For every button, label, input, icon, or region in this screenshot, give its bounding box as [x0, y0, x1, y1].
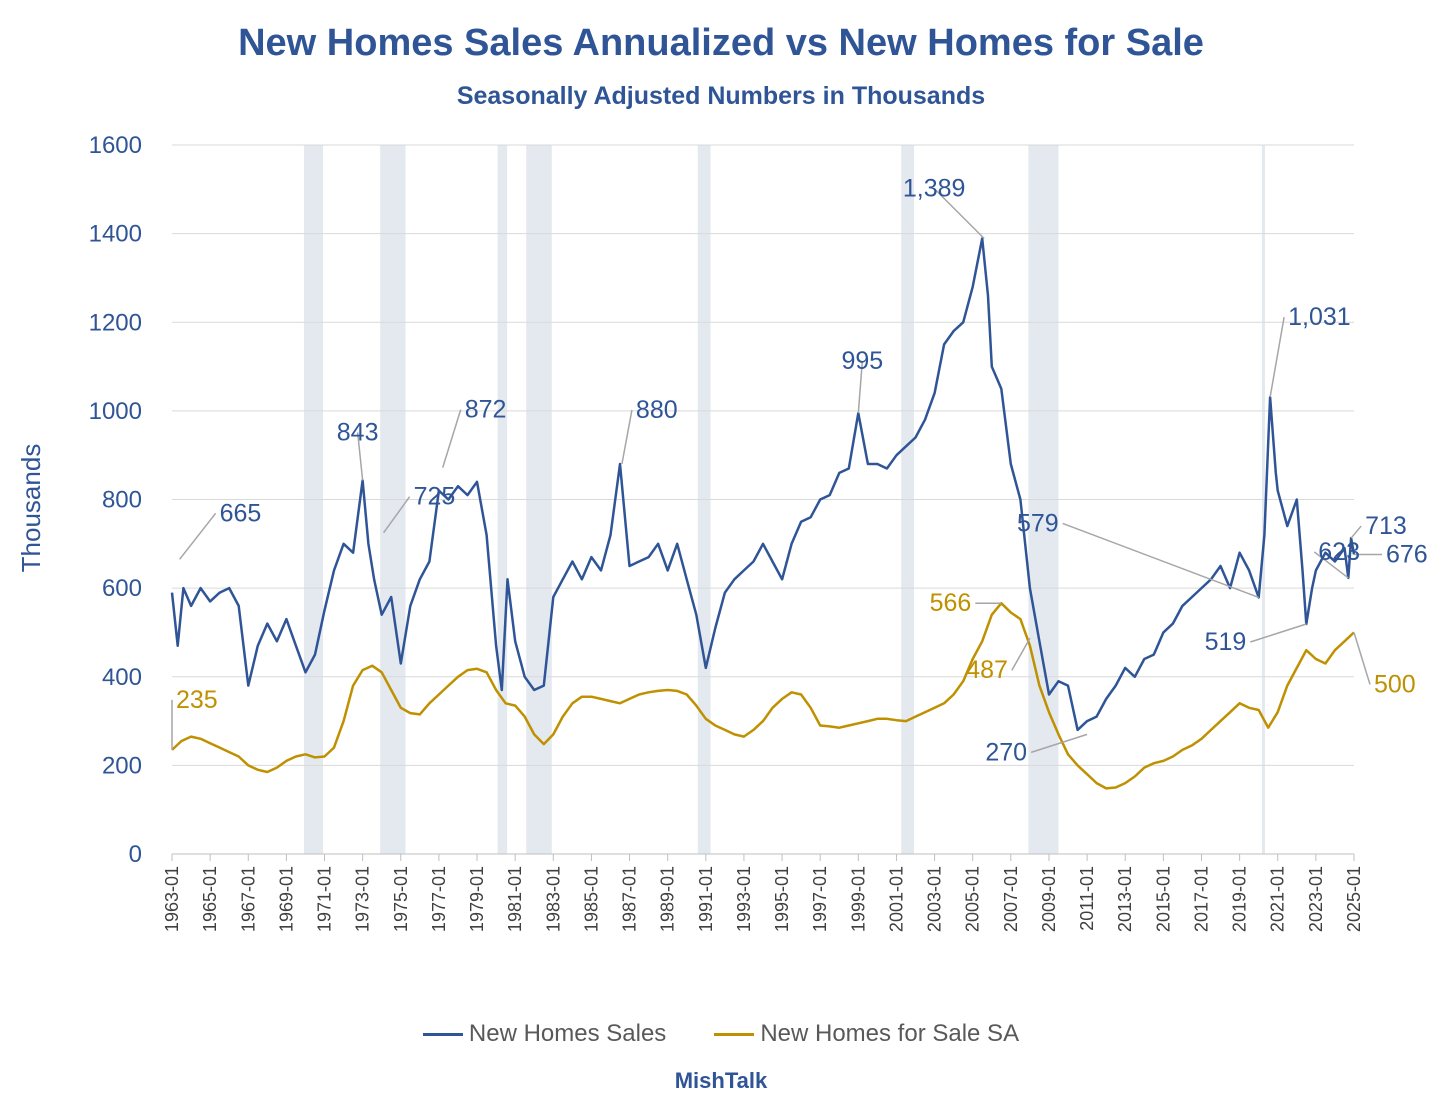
callout-label: 579: [1017, 509, 1059, 537]
x-tick-label: 1989-01: [658, 866, 678, 932]
callout-label: 623: [1318, 538, 1360, 566]
callout-label: 500: [1374, 670, 1416, 698]
callout-label: 566: [930, 589, 972, 617]
x-tick-label: 1967-01: [238, 866, 258, 932]
callout-leader-12: [1313, 551, 1349, 579]
x-tick-label: 1983-01: [543, 866, 563, 932]
callout-leader-1: [356, 432, 364, 481]
callout-leader-8: [1030, 733, 1088, 754]
y-tick-label: 400: [102, 664, 142, 691]
legend: New Homes Sales New Homes for Sale SA: [0, 1020, 1442, 1048]
y-tick-label: 0: [129, 841, 142, 868]
y-tick-label: 800: [102, 487, 142, 514]
y-tick-label: 1000: [89, 398, 142, 425]
callout-leader-4: [621, 409, 633, 465]
callout-label: 872: [465, 396, 507, 424]
x-tick-label: 1985-01: [581, 866, 601, 932]
brand-footer: MishTalk: [674, 1068, 768, 1093]
x-tick-label: 1999-01: [848, 866, 868, 932]
legend-item-inventory: New Homes for Sale SA: [714, 1020, 1019, 1048]
callout-label: 665: [220, 499, 262, 527]
callout-label: 270: [985, 738, 1027, 766]
callout-leader-10: [1350, 525, 1362, 539]
x-tick-label: 2001-01: [886, 866, 906, 932]
x-tick-label: 1977-01: [429, 866, 449, 932]
x-tick-label: 1997-01: [810, 866, 830, 932]
x-tick-label: 1975-01: [391, 866, 411, 932]
y-tick-label: 1600: [89, 132, 142, 159]
chart-subtitle: Seasonally Adjusted Numbers in Thousands: [456, 82, 986, 110]
series-line-0: [170, 237, 1356, 732]
callout-label: 519: [1205, 628, 1247, 656]
y-tick-label: 600: [102, 575, 142, 602]
x-axis: 1963-01 1965-01 1967-01 1969-01 1971-01 1973-…: [162, 854, 1364, 932]
y-tick-label: 1400: [89, 221, 142, 248]
y-tick-label: 200: [102, 752, 142, 779]
x-tick-label: 1971-01: [315, 866, 335, 932]
x-tick-label: 1991-01: [696, 866, 716, 932]
gridlines: [172, 144, 1354, 855]
callout-label: 676: [1386, 540, 1428, 568]
x-tick-label: 2015-01: [1153, 866, 1173, 932]
y-tick-label: 1200: [89, 309, 142, 336]
callout-leader-7: [1062, 522, 1259, 599]
x-tick-label: 2019-01: [1230, 866, 1250, 932]
x-tick-label: 2013-01: [1115, 866, 1135, 932]
x-tick-label: 2003-01: [925, 866, 945, 932]
x-tick-label: 1963-01: [162, 866, 182, 932]
callout-leader-13: [1250, 623, 1307, 643]
data-callouts: 665 843 725 872 880 995 1,389 579 270 1,031 713676…: [171, 174, 1428, 766]
x-tick-label: 1993-01: [734, 866, 754, 932]
y-axis: 0 200 400 600 800 1000 1200 1400 1600: [89, 132, 142, 868]
x-tick-label: 1965-01: [200, 866, 220, 932]
callout-label: 843: [337, 418, 379, 446]
callout-label: 487: [966, 656, 1008, 684]
x-tick-label: 2011-01: [1077, 866, 1097, 931]
callout-leader-9: [1269, 317, 1285, 398]
legend-label-inventory: New Homes for Sale SA: [760, 1020, 1020, 1047]
legend-item-sales: New Homes Sales: [422, 1020, 667, 1048]
x-tick-label: 2009-01: [1039, 866, 1059, 932]
x-tick-label: 1969-01: [276, 866, 296, 932]
series-line-1: [171, 601, 1355, 790]
callout-label: 880: [636, 396, 678, 424]
x-tick-label: 2005-01: [963, 866, 983, 932]
chart-title: New Homes Sales Annualized vs New Homes …: [238, 22, 1204, 64]
callout-label: 1,389: [903, 174, 966, 202]
callout-label: 235: [176, 686, 218, 714]
callout-label: 713: [1365, 512, 1407, 540]
legend-swatch-inventory: [714, 1032, 755, 1036]
x-tick-label: 2017-01: [1191, 866, 1211, 932]
callout-leader-2: [383, 496, 411, 534]
x-tick-label: 1979-01: [467, 866, 487, 932]
x-tick-label: 1995-01: [772, 866, 792, 932]
callout-leader-5: [857, 361, 864, 414]
callout-label: 725: [414, 483, 456, 511]
x-tick-label: 2021-01: [1268, 866, 1288, 932]
callout-label: 1,031: [1288, 303, 1351, 331]
x-tick-label: 2007-01: [1001, 866, 1021, 932]
callout-leader-17: [1353, 632, 1371, 685]
callout-leader-3: [441, 409, 462, 468]
x-tick-label: 2025-01: [1344, 866, 1364, 932]
series-lines: [170, 237, 1356, 790]
x-tick-label: 2023-01: [1306, 866, 1326, 932]
y-axis-label: Thousands: [16, 444, 46, 573]
x-tick-label: 1973-01: [353, 866, 373, 932]
callout-leader-0: [179, 512, 217, 560]
callout-label: 995: [841, 347, 883, 375]
callout-leader-6: [933, 187, 985, 240]
legend-swatch-sales: [422, 1032, 463, 1036]
callout-leader-16: [1011, 637, 1031, 671]
legend-label-sales: New Homes Sales: [468, 1020, 667, 1047]
x-tick-label: 1987-01: [620, 866, 640, 932]
x-tick-label: 1981-01: [505, 866, 525, 932]
